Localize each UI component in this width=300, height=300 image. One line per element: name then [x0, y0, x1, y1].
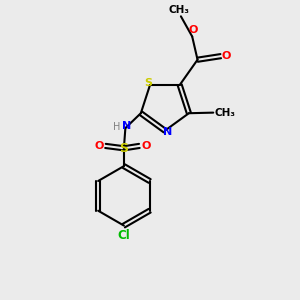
Text: Cl: Cl	[118, 229, 130, 242]
Text: S: S	[119, 142, 128, 155]
Text: O: O	[94, 141, 104, 151]
Text: O: O	[222, 51, 231, 61]
Text: S: S	[145, 78, 152, 88]
Text: CH₃: CH₃	[214, 108, 236, 118]
Text: N: N	[163, 127, 172, 137]
Text: H: H	[113, 122, 121, 132]
Text: CH₃: CH₃	[169, 5, 190, 15]
Text: N: N	[122, 121, 131, 131]
Text: O: O	[188, 25, 197, 35]
Text: O: O	[141, 141, 151, 151]
